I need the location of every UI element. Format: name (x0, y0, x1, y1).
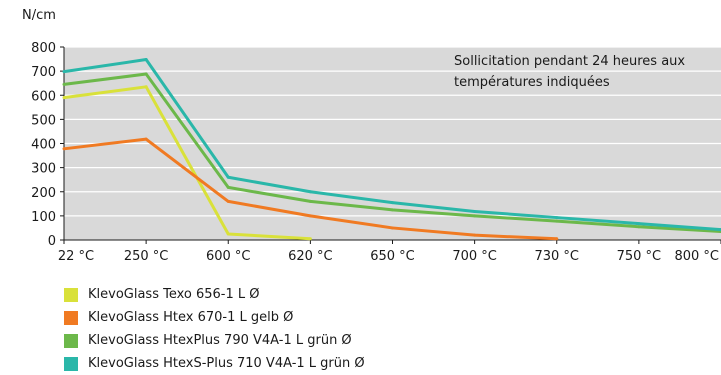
x-tick-label: 620 °C (288, 249, 333, 264)
data-point (473, 234, 476, 237)
data-point (637, 225, 640, 228)
y-tick-label: 500 (31, 113, 56, 128)
legend-label: KlevoGlass HtexS-Plus 710 V4A-1 L grün Ø (88, 356, 365, 371)
data-point (309, 237, 312, 240)
legend-item-htexplus: KlevoGlass HtexPlus 790 V4A-1 L grün Ø (64, 329, 365, 352)
y-tick-label: 200 (31, 186, 56, 201)
legend-swatch (64, 311, 78, 325)
data-point (63, 96, 66, 99)
x-tick-label: 750 °C (617, 249, 662, 264)
data-point (63, 70, 66, 73)
data-point (63, 83, 66, 86)
data-point (391, 226, 394, 229)
legend-item-htex: KlevoGlass Htex 670-1 L gelb Ø (64, 306, 365, 329)
data-point (473, 210, 476, 213)
data-point (227, 200, 230, 203)
legend-label: KlevoGlass Htex 670-1 L gelb Ø (88, 310, 293, 325)
x-tick-label: 600 °C (206, 249, 251, 264)
annotation-line-2: températures indiquées (454, 72, 685, 93)
data-point (309, 214, 312, 217)
data-point (145, 73, 148, 76)
y-tick-label: 400 (31, 138, 56, 153)
legend: KlevoGlass Texo 656-1 L Ø KlevoGlass Hte… (64, 283, 365, 375)
y-tick-label: 300 (31, 162, 56, 177)
y-tick-label: 800 (31, 41, 56, 56)
data-point (145, 138, 148, 141)
y-tick-label: 600 (31, 89, 56, 104)
data-point (309, 200, 312, 203)
chart-annotation: Sollicitation pendant 24 heures aux temp… (454, 51, 685, 93)
x-tick-label: 650 °C (370, 249, 415, 264)
x-tick-label: 700 °C (452, 249, 497, 264)
data-point (227, 176, 230, 179)
data-point (391, 208, 394, 211)
x-tick-label: 800 °C (674, 249, 719, 264)
data-point (555, 216, 558, 219)
data-point (637, 222, 640, 225)
y-tick-label: 0 (48, 234, 56, 249)
legend-item-htexs-plus: KlevoGlass HtexS-Plus 710 V4A-1 L grün Ø (64, 352, 365, 375)
legend-item-texo: KlevoGlass Texo 656-1 L Ø (64, 283, 365, 306)
data-point (555, 220, 558, 223)
legend-swatch (64, 288, 78, 302)
y-tick-label: 700 (31, 65, 56, 80)
legend-label: KlevoGlass HtexPlus 790 V4A-1 L grün Ø (88, 333, 352, 348)
x-tick-label: 250 °C (124, 249, 169, 264)
x-tick-label: 22 °C (58, 249, 94, 264)
legend-label: KlevoGlass Texo 656-1 L Ø (88, 287, 260, 302)
line-chart: 0 100 200 300 400 500 600 700 800 22 °C 250 °C 600 … (0, 0, 721, 270)
data-point (227, 232, 230, 235)
annotation-line-1: Sollicitation pendant 24 heures aux (454, 51, 685, 72)
data-point (391, 201, 394, 204)
data-point (473, 214, 476, 217)
data-point (145, 85, 148, 88)
y-tick-label: 100 (31, 210, 56, 225)
x-tick-label: 730 °C (534, 249, 579, 264)
data-point (555, 237, 558, 240)
data-point (145, 58, 148, 61)
data-point (63, 147, 66, 150)
legend-swatch (64, 334, 78, 348)
data-point (309, 190, 312, 193)
data-point (227, 186, 230, 189)
legend-swatch (64, 357, 78, 371)
